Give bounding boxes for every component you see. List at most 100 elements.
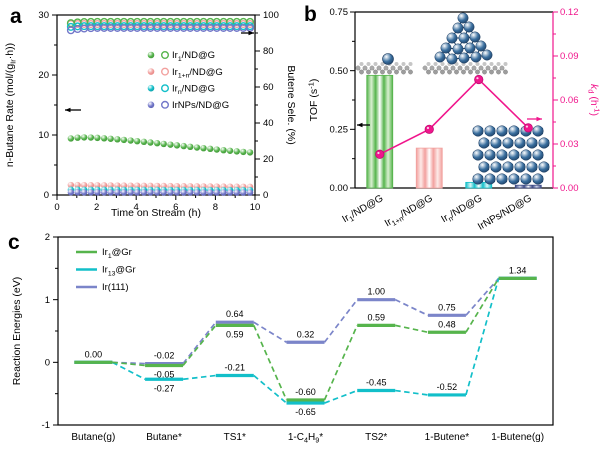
energy-value-label: -0.05 — [154, 369, 175, 379]
energy-value-label: -0.65 — [295, 407, 316, 417]
energy-value-label: 1.00 — [367, 287, 385, 297]
kd-tick-label: 0.00 — [560, 183, 579, 194]
kd-line-series — [375, 74, 533, 159]
inset-nanoparticle-model — [472, 125, 550, 185]
y-right-tick-label: 60 — [263, 82, 274, 93]
energy-value-label: -0.21 — [225, 362, 246, 372]
legend-open-marker — [160, 51, 169, 60]
kd-point-3 — [523, 123, 533, 133]
y-left-tick-label: 20 — [38, 70, 49, 81]
category-label: Ir1/ND@G — [341, 193, 387, 227]
kd-point-1 — [424, 124, 434, 134]
legend-filled-marker — [147, 68, 155, 75]
legend-filled-marker — [147, 51, 155, 59]
legend-filled-marker — [147, 101, 155, 109]
panel-a-label: a — [10, 5, 22, 28]
reaction-step-label: 1-Butene(g) — [491, 432, 544, 443]
legend-open-marker — [160, 67, 169, 76]
energy-value-label: -0.02 — [154, 351, 175, 361]
x-tick-label: 2 — [94, 202, 99, 213]
kd-point-2 — [474, 74, 484, 85]
legend-filled-marker — [147, 84, 155, 92]
panel-c-label: c — [8, 231, 20, 254]
panel-c-legend: Ir1@Gr Ir13@Gr Ir(111) — [76, 247, 136, 293]
tof-bar-0 — [366, 74, 394, 189]
inset-single-atom-model — [355, 53, 413, 75]
energy-tick-label: 0 — [45, 358, 50, 369]
inset-cluster-model — [422, 12, 508, 75]
energy-value-label: 0.32 — [297, 329, 315, 339]
reaction-step-label: 1-Butene* — [425, 432, 470, 443]
x-tick-label: 0 — [54, 202, 59, 213]
energy-value-label: 0.48 — [438, 319, 456, 329]
energy-value-label: 1.34 — [509, 265, 527, 275]
reaction-step-label: 1-C4H9* — [288, 432, 323, 445]
category-label: Ir1+n/ND@G — [383, 193, 436, 230]
energy-value-label: -0.52 — [437, 382, 458, 392]
kd-tick-label: 0.06 — [560, 95, 579, 106]
kd-tick-label: 0.12 — [560, 7, 579, 18]
y-right-tick-label: 80 — [263, 46, 274, 57]
panel-b-label: b — [304, 3, 317, 26]
rate-series-IrNPs — [67, 189, 254, 196]
panel-c-plot: -1 0 1 2 Reaction Energies (eV) Butane(g) Buta… — [11, 232, 554, 445]
kd-tick-label: 0.03 — [560, 139, 579, 150]
panel-b-plot: 0.00 0.25 0.50 0.75 0.00 0.03 0.06 0.09 0.12 TOF … — [306, 7, 600, 230]
tof-axis-arrow — [357, 122, 370, 128]
legend-entry-label: Ir1/ND@G — [172, 50, 215, 63]
x-tick-label: 6 — [173, 202, 178, 213]
rate-series-Ir1 — [67, 134, 254, 156]
x-axis-title: Time on Stream (h) — [111, 207, 201, 219]
legend-entry-label: IrNPs/ND@G — [172, 100, 229, 111]
y-right-tick-label: 0 — [263, 190, 268, 201]
legend-entry-label: Ir1+n/ND@G — [172, 67, 223, 80]
y-right-tick-label: 40 — [263, 118, 274, 129]
legend-entry-label: Ir13@Gr — [102, 265, 136, 278]
x-tick-label: 10 — [250, 202, 261, 213]
y-right-axis-title: Butene Sele. (%) — [285, 65, 297, 144]
energy-value-label: 0.59 — [367, 312, 385, 322]
energy-tick-label: 1 — [45, 295, 50, 306]
y-left-tick-label: 0 — [44, 190, 49, 201]
energy-series-2: -0.02 0.64 0.32 1.00 0.75 — [74, 276, 537, 366]
y-left-tick-label: 10 — [38, 130, 49, 141]
y-left-axis-title: n-Butane Rate (mol/(gIr·h)) — [4, 43, 18, 167]
kd-point-0 — [375, 149, 385, 159]
energy-series-0: 0.00 -0.05 0.59 -0.60 0.59 0.48 1.34 — [74, 265, 537, 402]
legend-entry-label: Ir(111) — [102, 282, 129, 293]
energy-value-label: 0.64 — [226, 309, 244, 319]
tof-bar-1 — [415, 147, 443, 189]
left-axis-arrow — [65, 107, 81, 113]
tof-tick-label: 0.25 — [330, 125, 349, 136]
energy-tick-label: -1 — [42, 420, 50, 431]
energy-value-label: 0.59 — [226, 329, 244, 339]
x-tick-label: 4 — [134, 202, 139, 213]
energy-value-label: 0.00 — [85, 349, 103, 359]
x-tick-label: 8 — [213, 202, 218, 213]
tof-tick-label: 0.00 — [330, 183, 349, 194]
tof-bar-3 — [514, 184, 542, 189]
tof-tick-label: 0.75 — [330, 7, 349, 18]
panel-c-axes: -1 0 1 2 — [42, 232, 554, 431]
y-right-tick-label: 20 — [263, 154, 274, 165]
legend-open-marker — [160, 84, 169, 93]
category-label: IrNPs/ND@G — [476, 193, 534, 230]
energy-value-label: -0.60 — [295, 387, 316, 397]
energy-tick-label: 2 — [45, 232, 50, 243]
y-left-tick-label: 30 — [38, 10, 49, 21]
kd-tick-label: 0.09 — [560, 51, 579, 62]
kd-axis-title: kd (h-1) — [586, 84, 600, 116]
reaction-step-label: Butane* — [146, 432, 182, 443]
energy-value-label: -0.45 — [366, 378, 387, 388]
energy-value-label: 0.75 — [438, 302, 456, 312]
energy-value-label: -0.27 — [154, 383, 175, 393]
legend-entry-label: Irn/ND@G — [172, 83, 215, 96]
panel-a-legend: Ir1/ND@G Ir1+n/ND@G Irn/ND@G IrNPs/ND@G — [147, 50, 229, 111]
right-axis-arrow — [241, 30, 254, 36]
reaction-step-label: Butane(g) — [71, 432, 115, 443]
selectivity-series-IrNPs — [66, 23, 255, 35]
kd-axis-arrow — [527, 116, 542, 122]
